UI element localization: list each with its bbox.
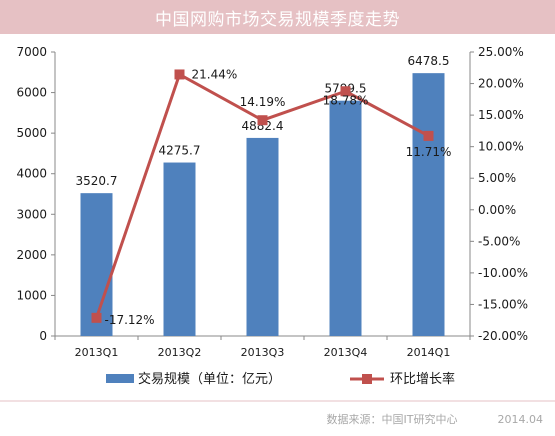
y-right-tick-label: 10.00% (478, 140, 524, 154)
y-left-tick-label: 6000 (16, 86, 47, 100)
growth-data-label: -17.12% (105, 313, 155, 327)
x-tick-label: 2013Q4 (324, 346, 368, 359)
bar (412, 73, 445, 337)
growth-data-label: 11.71% (406, 145, 452, 159)
growth-point (257, 115, 268, 126)
y-right-tick-label: -20.00% (478, 329, 528, 343)
source-line: 数据来源：中国IT研究中心 2014.04 (327, 411, 543, 427)
bar (80, 193, 113, 336)
growth-point (91, 312, 102, 323)
bar (163, 162, 196, 336)
growth-point (340, 86, 351, 97)
y-left-tick-label: 2000 (16, 248, 47, 262)
y-left-tick-label: 1000 (16, 288, 47, 302)
y-right-tick-label: -10.00% (478, 266, 528, 280)
y-left-tick-label: 7000 (16, 45, 47, 59)
source-date: 2014.04 (497, 413, 544, 426)
growth-point (423, 130, 434, 141)
y-right-tick-label: -15.00% (478, 297, 528, 311)
y-left-tick-label: 4000 (16, 167, 47, 181)
y-right-tick-label: 25.00% (478, 45, 524, 59)
growth-point (174, 69, 185, 80)
y-left-tick-label: 3000 (16, 207, 47, 221)
source-text: 数据来源：中国IT研究中心 (326, 413, 458, 426)
y-right-tick-label: 20.00% (478, 77, 524, 91)
bar-data-label: 4275.7 (159, 144, 201, 158)
y-right-tick-label: 5.00% (478, 171, 516, 185)
y-right-tick-label: 15.00% (478, 108, 524, 122)
bar (246, 137, 279, 336)
x-tick-label: 2013Q2 (158, 346, 202, 359)
y-left-tick-label: 5000 (16, 126, 47, 140)
chart-title: 中国网购市场交易规模季度走势 (155, 9, 400, 30)
x-tick-label: 2013Q3 (241, 346, 285, 359)
legend-bar-swatch (106, 374, 134, 383)
y-left-tick-label: 0 (39, 329, 47, 343)
legend-bar-label: 交易规模（单位：亿元） (138, 371, 281, 387)
growth-data-label: 21.44% (192, 67, 238, 81)
y-right-tick-label: 0.00% (478, 203, 516, 217)
legend-line-label: 环比增长率 (390, 371, 455, 387)
y-right-tick-label: -5.00% (478, 234, 520, 248)
bar-data-label: 4882.4 (242, 119, 284, 133)
title-bar: 中国网购市场交易规模季度走势 (0, 0, 555, 34)
growth-data-label: 14.19% (240, 95, 286, 109)
bar (329, 100, 362, 337)
growth-data-label: 18.78% (323, 93, 369, 107)
x-tick-label: 2014Q1 (407, 346, 451, 359)
legend-line-marker (362, 374, 372, 384)
x-tick-label: 2013Q1 (75, 346, 119, 359)
bar-data-label: 3520.7 (76, 174, 118, 188)
bar-data-label: 6478.5 (408, 54, 450, 68)
